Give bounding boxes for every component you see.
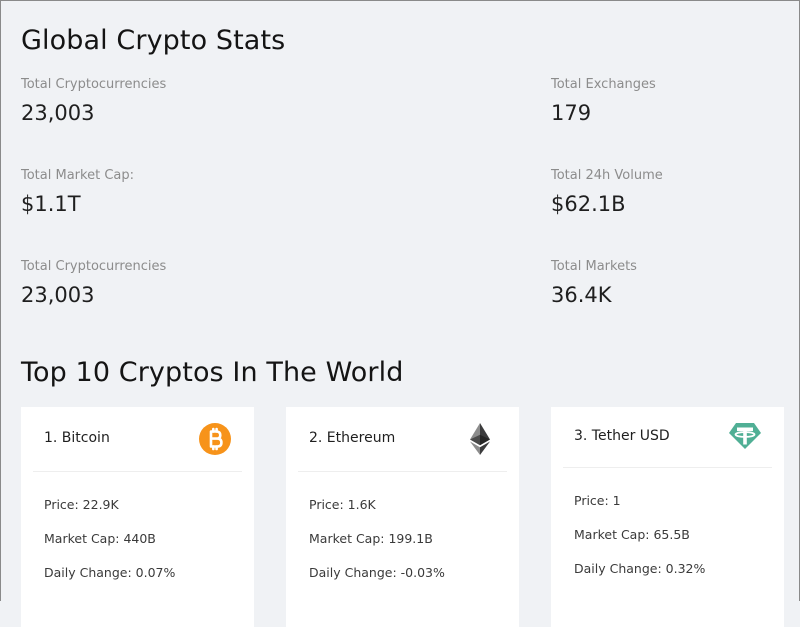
- stat-value: 36.4K: [551, 283, 612, 307]
- stat-label: Total Markets: [551, 259, 637, 274]
- crypto-card-ethereum[interactable]: 2. Ethereum Price: 1.6K Market Cap: 199.…: [286, 407, 519, 627]
- card-daily-change: Daily Change: -0.03%: [309, 565, 445, 580]
- stat-label: Total 24h Volume: [551, 168, 663, 183]
- card-market-cap: Market Cap: 65.5B: [574, 527, 690, 542]
- card-title: 1. Bitcoin: [44, 430, 110, 446]
- stat-value: 23,003: [21, 283, 95, 307]
- stat-label: Total Cryptocurrencies: [21, 77, 167, 92]
- card-market-cap: Market Cap: 199.1B: [309, 531, 433, 546]
- card-daily-change: Daily Change: 0.32%: [574, 561, 706, 576]
- card-header: 2. Ethereum: [298, 407, 507, 472]
- stat-total-24h-volume: Total 24h Volume $62.1B: [551, 168, 791, 216]
- top-cryptos-heading: Top 10 Cryptos In The World: [21, 357, 404, 388]
- stat-value: $1.1T: [21, 192, 81, 216]
- card-market-cap: Market Cap: 440B: [44, 531, 156, 546]
- stat-total-cryptocurrencies-2: Total Cryptocurrencies 23,003: [21, 259, 261, 307]
- tether-icon: [728, 419, 762, 453]
- card-title: 3. Tether USD: [574, 428, 670, 444]
- card-price: Price: 22.9K: [44, 497, 119, 512]
- bitcoin-icon: [198, 422, 232, 456]
- stat-total-exchanges: Total Exchanges 179: [551, 77, 791, 125]
- stat-label: Total Exchanges: [551, 77, 656, 92]
- stat-label: Total Market Cap:: [21, 168, 134, 183]
- stat-value: 23,003: [21, 101, 95, 125]
- card-price: Price: 1: [574, 493, 621, 508]
- ethereum-icon: [463, 422, 497, 456]
- card-daily-change: Daily Change: 0.07%: [44, 565, 176, 580]
- card-price: Price: 1.6K: [309, 497, 376, 512]
- stat-total-cryptocurrencies: Total Cryptocurrencies 23,003: [21, 77, 261, 125]
- crypto-card-bitcoin[interactable]: 1. Bitcoin Price: 22.9K Market Cap: 440B…: [21, 407, 254, 627]
- card-header: 3. Tether USD: [563, 407, 772, 468]
- card-header: 1. Bitcoin: [33, 407, 242, 472]
- stat-total-market-cap: Total Market Cap: $1.1T: [21, 168, 261, 216]
- crypto-card-tether[interactable]: 3. Tether USD Price: 1 Market Cap: 65.5B…: [551, 407, 784, 627]
- stat-total-markets: Total Markets 36.4K: [551, 259, 791, 307]
- stat-label: Total Cryptocurrencies: [21, 259, 167, 274]
- stat-value: 179: [551, 101, 592, 125]
- stat-value: $62.1B: [551, 192, 626, 216]
- card-title: 2. Ethereum: [309, 430, 396, 446]
- global-stats-heading: Global Crypto Stats: [21, 25, 286, 56]
